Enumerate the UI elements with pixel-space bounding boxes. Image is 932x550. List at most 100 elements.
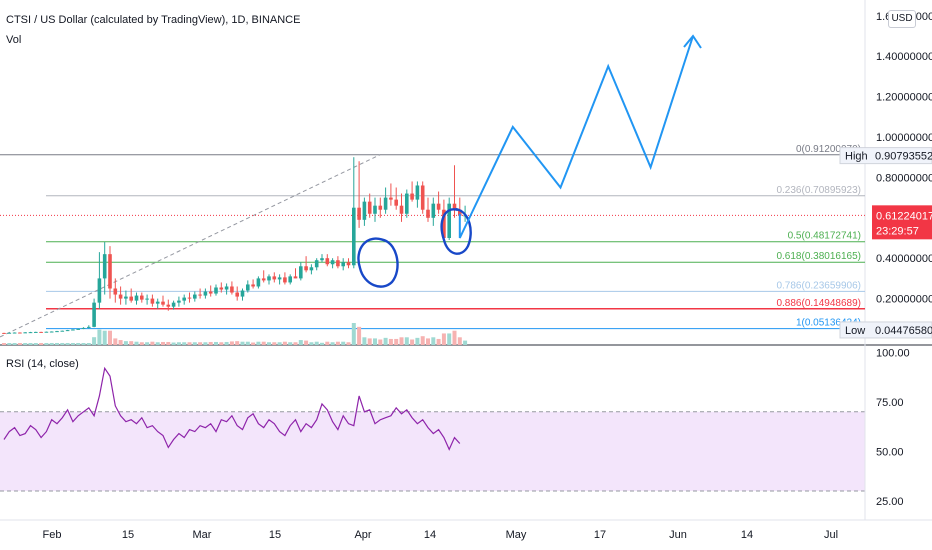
candle-body[interactable] xyxy=(367,201,372,214)
candle-body[interactable] xyxy=(108,254,112,289)
candle-body[interactable] xyxy=(383,197,388,210)
candle-body[interactable] xyxy=(325,258,330,265)
candle-body[interactable] xyxy=(44,331,49,333)
candle-body[interactable] xyxy=(410,193,414,200)
candle-body[interactable] xyxy=(150,298,155,304)
candle-body[interactable] xyxy=(23,332,27,334)
candle-body[interactable] xyxy=(246,284,250,291)
candle-body[interactable] xyxy=(399,205,404,214)
candle-body[interactable] xyxy=(378,205,383,210)
candle-body[interactable] xyxy=(442,209,446,238)
volume-bar xyxy=(2,343,6,345)
candle-body[interactable] xyxy=(65,330,70,332)
candle-body[interactable] xyxy=(187,297,192,299)
candle-body[interactable] xyxy=(283,277,287,283)
candle-body[interactable] xyxy=(155,301,160,304)
candle-body[interactable] xyxy=(405,193,409,214)
candle-body[interactable] xyxy=(426,209,430,218)
candle-body[interactable] xyxy=(7,332,12,334)
candle-body[interactable] xyxy=(224,286,229,290)
candle-body[interactable] xyxy=(458,209,462,216)
candle-body[interactable] xyxy=(193,294,197,299)
annotation-circle xyxy=(357,237,399,288)
candle-body[interactable] xyxy=(346,262,351,266)
candle-body[interactable] xyxy=(214,287,218,294)
candle-body[interactable] xyxy=(34,331,38,333)
candle-body[interactable] xyxy=(267,276,271,281)
candle-body[interactable] xyxy=(320,258,324,261)
candle-body[interactable] xyxy=(304,266,308,271)
candle-body[interactable] xyxy=(352,207,356,266)
volume-bar xyxy=(92,337,97,345)
currency-button[interactable]: USD xyxy=(888,10,916,28)
candle-body[interactable] xyxy=(71,329,75,331)
candle-body[interactable] xyxy=(124,296,128,299)
candle-body[interactable] xyxy=(166,304,171,307)
candle-body[interactable] xyxy=(436,203,441,210)
candle-body[interactable] xyxy=(235,292,239,297)
candle-body[interactable] xyxy=(336,260,340,267)
candle-body[interactable] xyxy=(140,295,144,300)
candle-body[interactable] xyxy=(203,291,208,296)
candle-body[interactable] xyxy=(177,300,181,303)
candle-body[interactable] xyxy=(134,295,139,301)
candle-body[interactable] xyxy=(161,301,165,305)
candle-body[interactable] xyxy=(272,276,277,280)
candle-body[interactable] xyxy=(362,201,367,220)
candle-body[interactable] xyxy=(251,284,255,287)
candle-body[interactable] xyxy=(28,332,33,334)
candle-body[interactable] xyxy=(431,203,436,218)
candle-body[interactable] xyxy=(97,278,102,303)
candle-body[interactable] xyxy=(12,332,17,334)
candle-body[interactable] xyxy=(55,331,59,333)
candle-body[interactable] xyxy=(330,260,335,265)
candle-body[interactable] xyxy=(230,286,234,293)
candle-body[interactable] xyxy=(219,287,224,290)
candle-body[interactable] xyxy=(39,331,43,333)
candle-body[interactable] xyxy=(145,298,149,300)
candle-body[interactable] xyxy=(198,294,202,296)
candle-body[interactable] xyxy=(341,262,345,267)
candle-body[interactable] xyxy=(113,288,118,295)
candle-body[interactable] xyxy=(208,291,213,294)
volume-bar xyxy=(44,343,49,345)
candle-body[interactable] xyxy=(314,260,319,268)
candle-body[interactable] xyxy=(118,294,123,299)
candle-body[interactable] xyxy=(92,302,96,327)
candle-body[interactable] xyxy=(394,199,398,206)
candle-body[interactable] xyxy=(129,296,133,301)
candle-body[interactable] xyxy=(299,266,303,279)
candle-body[interactable] xyxy=(293,276,298,279)
candle-body[interactable] xyxy=(240,290,245,297)
candle-body[interactable] xyxy=(415,185,420,200)
candle-body[interactable] xyxy=(76,328,80,330)
candle-body[interactable] xyxy=(60,330,65,332)
candle-body[interactable] xyxy=(256,278,261,287)
volume-bar xyxy=(118,340,123,345)
volume-bar xyxy=(357,326,362,345)
candle-body[interactable] xyxy=(452,203,457,210)
candle-body[interactable] xyxy=(373,205,377,214)
candle-body[interactable] xyxy=(288,276,292,283)
candle-body[interactable] xyxy=(171,302,176,307)
volume-bar xyxy=(150,341,155,345)
candle-body[interactable] xyxy=(389,197,393,200)
volume-bar xyxy=(426,338,430,345)
candle-body[interactable] xyxy=(357,207,361,220)
candle-body[interactable] xyxy=(102,254,107,279)
candle-body[interactable] xyxy=(447,203,451,238)
price-tag-value: 0.04476580 xyxy=(875,325,932,337)
candle-body[interactable] xyxy=(18,332,22,334)
candle-body[interactable] xyxy=(420,185,425,210)
candle-body[interactable] xyxy=(261,278,266,281)
volume-bar xyxy=(76,343,81,345)
candle-body[interactable] xyxy=(277,277,282,280)
candle-body[interactable] xyxy=(81,327,86,329)
candle-body[interactable] xyxy=(2,332,6,334)
volume-bar xyxy=(399,337,404,345)
candle-body[interactable] xyxy=(182,297,186,301)
candle-body[interactable] xyxy=(309,267,314,271)
candle-body[interactable] xyxy=(49,331,54,333)
candle-body[interactable] xyxy=(87,326,91,328)
